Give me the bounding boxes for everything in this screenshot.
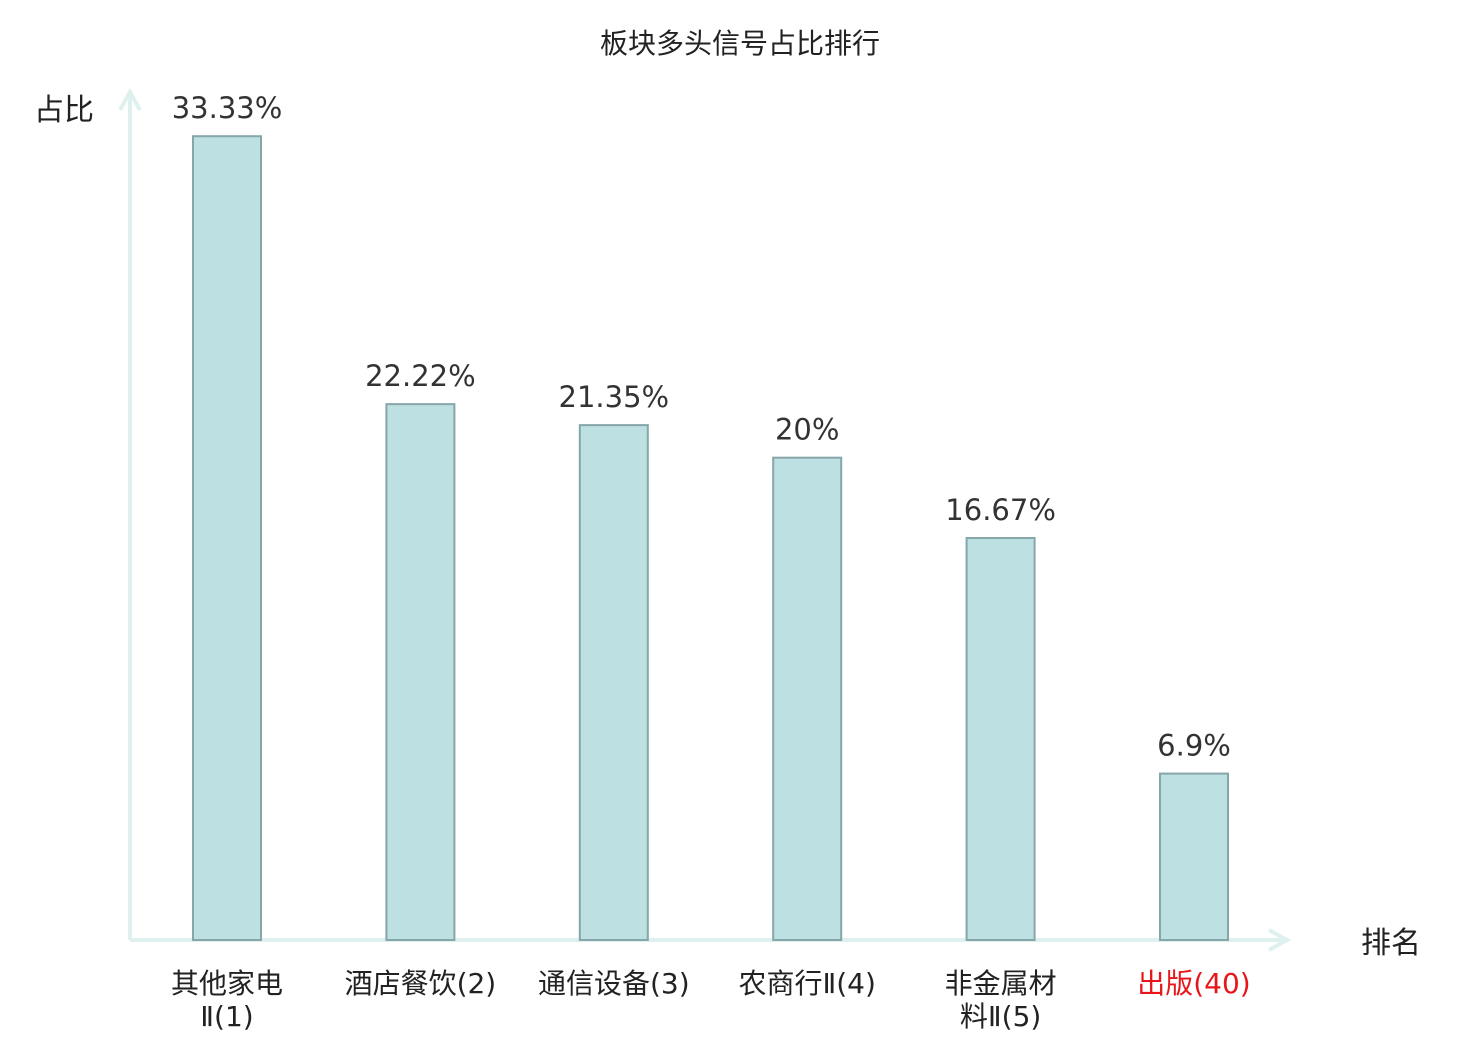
category-tick-label: 通信设备(3)	[538, 967, 690, 1000]
category-tick-label: 酒店餐饮(2)	[345, 967, 497, 1000]
bar	[772, 456, 843, 941]
chart-title: 板块多头信号占比排行	[600, 27, 880, 60]
axes	[118, 87, 1292, 952]
y-axis-label: 占比	[34, 93, 94, 128]
bar	[192, 135, 262, 942]
bar-value-label: 16.67%	[945, 493, 1056, 527]
category-tick-label: 其他家电	[171, 967, 283, 1000]
category-tick-label: 料Ⅱ(5)	[960, 1000, 1041, 1033]
category-tick-label: 出版(40)	[1137, 967, 1250, 1000]
x-axis-arrow-icon	[1268, 928, 1292, 952]
category-tick-label: 非金属材	[945, 967, 1057, 1000]
bar-value-label: 21.35%	[559, 380, 670, 414]
category-tick-label: 农商行Ⅱ(4)	[738, 967, 875, 1000]
bar	[578, 424, 649, 941]
bar-value-label: 22.22%	[365, 359, 476, 393]
value-labels: 33.33% 22.22% 21.35% 20% 16.67% 6.9%	[172, 91, 1231, 762]
bar	[385, 403, 456, 942]
bars	[192, 135, 1229, 942]
bar-value-label: 6.9%	[1157, 729, 1231, 763]
bar-value-label: 20%	[775, 413, 839, 447]
category-tick-label: Ⅱ(1)	[200, 1000, 253, 1033]
y-axis-arrow-icon	[118, 87, 142, 111]
bar	[965, 536, 1036, 941]
bar-value-label: 33.33%	[172, 91, 283, 125]
bar	[1159, 772, 1229, 941]
x-axis-label: 排名	[1361, 926, 1421, 961]
